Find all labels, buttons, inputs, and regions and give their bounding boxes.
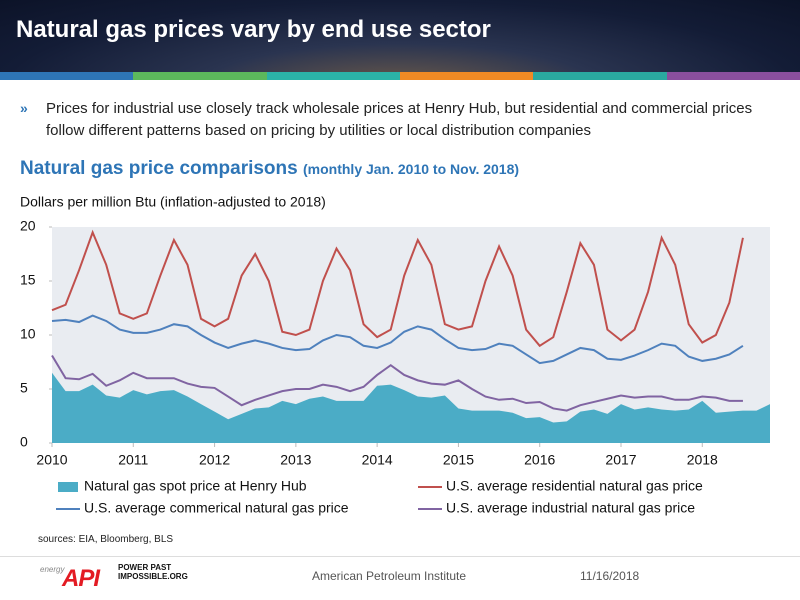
y-tick-label: 20 (20, 218, 36, 234)
line-series (51, 314, 744, 365)
color-stripe (0, 72, 800, 80)
area-series (52, 372, 770, 443)
chart-title: Natural gas price comparisons (20, 158, 298, 179)
y-tick-label: 5 (20, 380, 28, 396)
footer-org: American Petroleum Institute (312, 569, 467, 583)
sources: sources: EIA, Bloomberg, BLS (38, 534, 174, 545)
x-tick-label: 2015 (443, 452, 474, 468)
legend-label: U.S. average industrial natural gas pric… (446, 500, 695, 516)
logo-energy: energy (40, 565, 65, 574)
logo-api: API (62, 565, 100, 592)
y-tick-label: 10 (20, 326, 36, 342)
logo-tagline: POWER PAST IMPOSSIBLE.ORG (118, 563, 188, 581)
line-series (51, 229, 744, 348)
bullet-text: Prices for industrial use closely track … (46, 100, 753, 139)
x-tick-label: 2014 (362, 452, 393, 468)
slide-title: Natural gas prices vary by end use secto… (16, 16, 491, 43)
x-tick-label: 2016 (524, 452, 555, 468)
x-tick-label: 2018 (687, 452, 718, 468)
bullet-icon: » (20, 100, 28, 116)
chart-subtitle: (monthly Jan. 2010 to Nov. 2018) (303, 161, 520, 177)
chart-heading: Natural gas price comparisons (monthly J… (20, 158, 519, 180)
header-banner: Natural gas prices vary by end use secto… (0, 0, 800, 72)
footer-date: 11/16/2018 (580, 569, 640, 583)
legend-swatch (58, 482, 78, 492)
x-tick-label: 2012 (199, 452, 230, 468)
x-tick-label: 2013 (280, 452, 311, 468)
legend-label: U.S. average commerical natural gas pric… (84, 500, 349, 516)
legend-label: U.S. average residential natural gas pri… (446, 478, 703, 494)
x-tick-label: 2011 (118, 452, 148, 468)
y-tick-label: 0 (20, 434, 28, 450)
line-series (51, 355, 743, 412)
y-tick-label: 15 (20, 272, 36, 288)
footer: energy API POWER PAST IMPOSSIBLE.ORG Ame… (0, 556, 800, 600)
legend-label: Natural gas spot price at Henry Hub (84, 478, 307, 494)
x-tick-label: 2010 (36, 452, 67, 468)
x-tick-label: 2017 (605, 452, 636, 468)
chart: Dollars per million Btu (inflation-adjus… (20, 194, 770, 516)
y-axis-label: Dollars per million Btu (inflation-adjus… (20, 194, 326, 210)
